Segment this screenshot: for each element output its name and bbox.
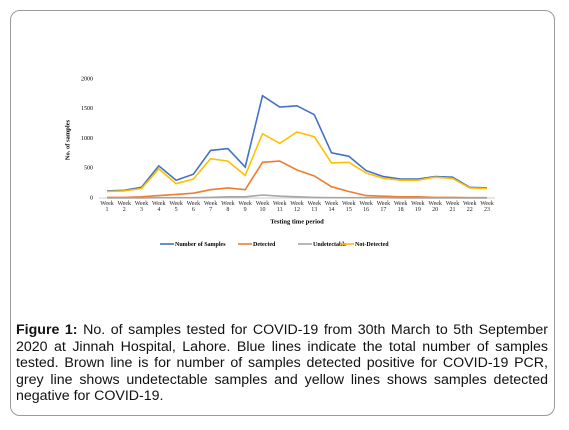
x-tick-label: Week 3 — [134, 201, 149, 213]
legend-label: Number of Samples — [175, 242, 226, 248]
x-tick-label: Week 17 — [376, 201, 391, 213]
figure-frame — [10, 10, 555, 416]
x-tick-label: Week 23 — [480, 201, 494, 213]
series-line — [106, 131, 488, 193]
x-tick-label: Week 8 — [221, 201, 235, 213]
series-line — [106, 94, 488, 192]
y-tick-label: 0 — [90, 195, 93, 201]
x-tick-label: Week 14 — [324, 201, 339, 213]
x-tick-label: Week 22 — [462, 201, 477, 213]
y-tick-label: 500 — [84, 166, 93, 172]
series-line — [107, 160, 487, 199]
x-tick-label: Week 9 — [238, 201, 252, 213]
x-tick-label: Week 13 — [307, 201, 322, 213]
caption: Figure 1: No. of samples tested for COVI… — [16, 322, 548, 405]
x-tick-label: Week 15 — [342, 201, 356, 213]
x-tick-label: Week 20 — [428, 201, 442, 213]
x-tick-label: Week 10 — [255, 201, 270, 213]
legend-label: Undetectable — [313, 242, 347, 248]
caption-label: Figure 1: — [16, 322, 78, 338]
x-axis-label: Testing time period — [270, 218, 324, 225]
legend-label: Not-Detected — [355, 242, 389, 248]
x-tick-label: Week 4 — [152, 201, 166, 213]
y-tick-label: 1500 — [81, 106, 93, 112]
caption-text: No. of samples tested for COVID-19 from … — [16, 322, 548, 404]
x-tick-label: Week 1 — [100, 201, 114, 213]
x-tick-label: Week 2 — [117, 201, 132, 213]
x-tick-label: Week 16 — [359, 201, 373, 213]
x-tick-label: Week 19 — [411, 201, 425, 213]
x-tick-label: Week 18 — [393, 201, 408, 213]
x-tick-label: Week 7 — [203, 201, 218, 213]
series-line — [107, 194, 487, 199]
x-tick-label: Week 21 — [445, 201, 460, 213]
y-tick-label: 2000 — [81, 76, 93, 82]
x-tick-label: Week 11 — [272, 201, 287, 213]
x-tick-label: Week 12 — [290, 201, 304, 213]
legend-label: Detected — [253, 242, 276, 248]
x-tick-label: Week 5 — [169, 201, 183, 213]
y-tick-label: 1000 — [81, 136, 93, 142]
y-axis-label: No. of samples — [64, 119, 71, 160]
x-tick-label: Week 6 — [186, 201, 201, 213]
